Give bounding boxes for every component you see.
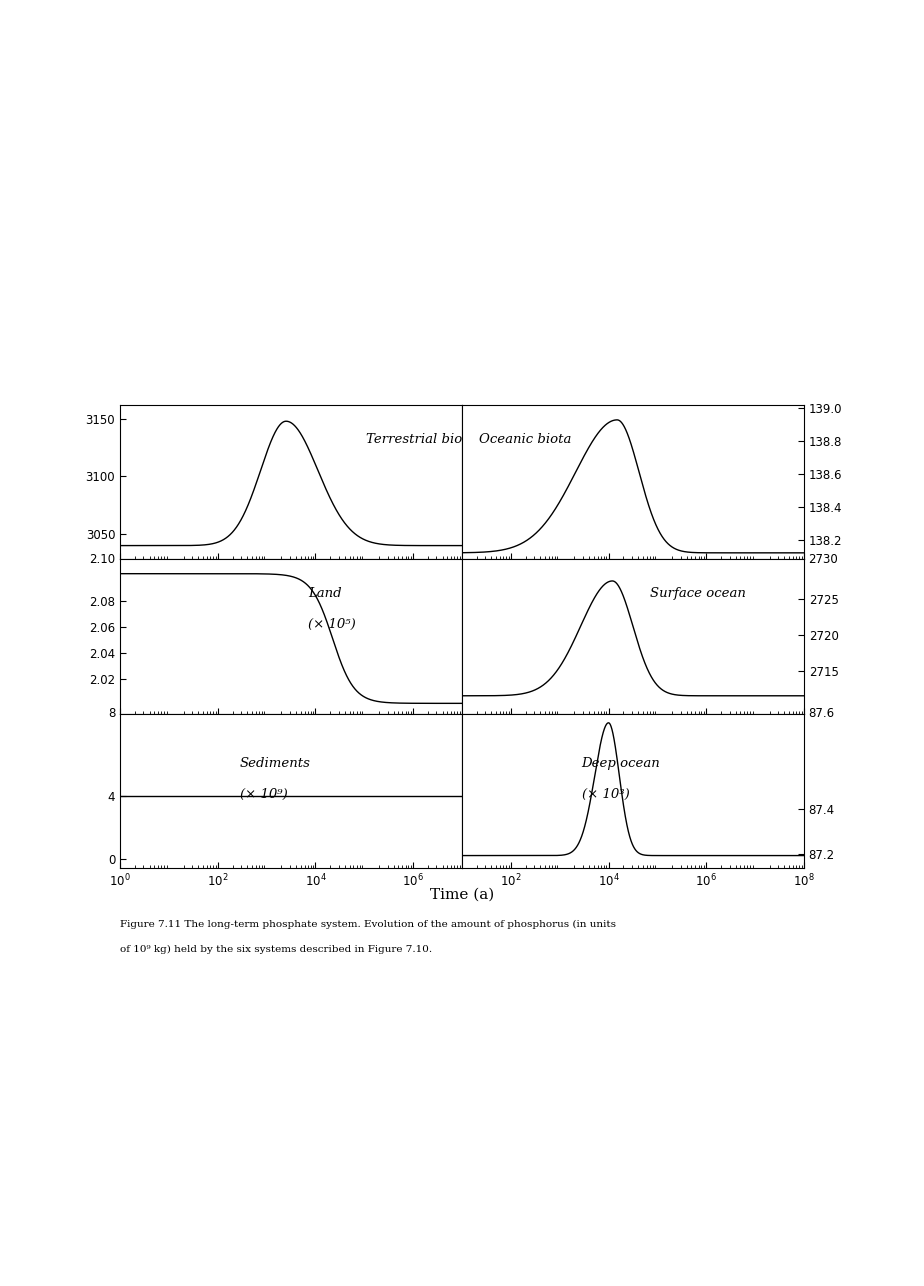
Text: 8: 8 bbox=[108, 707, 116, 720]
Text: Figure 7.11 The long-term phosphate system. Evolution of the amount of phosphoru: Figure 7.11 The long-term phosphate syst… bbox=[120, 919, 616, 928]
Text: Terrestrial biota: Terrestrial biota bbox=[366, 433, 476, 446]
Text: Oceanic biota: Oceanic biota bbox=[479, 433, 571, 446]
Text: 2730: 2730 bbox=[808, 553, 838, 566]
Text: (× 10⁹): (× 10⁹) bbox=[240, 788, 287, 801]
Text: Sediments: Sediments bbox=[240, 757, 310, 770]
Text: (× 10³): (× 10³) bbox=[582, 788, 629, 801]
Text: 87.6: 87.6 bbox=[808, 707, 834, 720]
Text: (× 10⁵): (× 10⁵) bbox=[309, 619, 356, 631]
Text: of 10⁹ kg) held by the six systems described in Figure 7.10.: of 10⁹ kg) held by the six systems descr… bbox=[120, 945, 432, 954]
Text: Time (a): Time (a) bbox=[430, 887, 494, 901]
Text: Deep ocean: Deep ocean bbox=[582, 757, 661, 770]
Text: 2.10: 2.10 bbox=[90, 553, 116, 566]
Text: Surface ocean: Surface ocean bbox=[650, 588, 746, 601]
Text: Land: Land bbox=[309, 588, 342, 601]
